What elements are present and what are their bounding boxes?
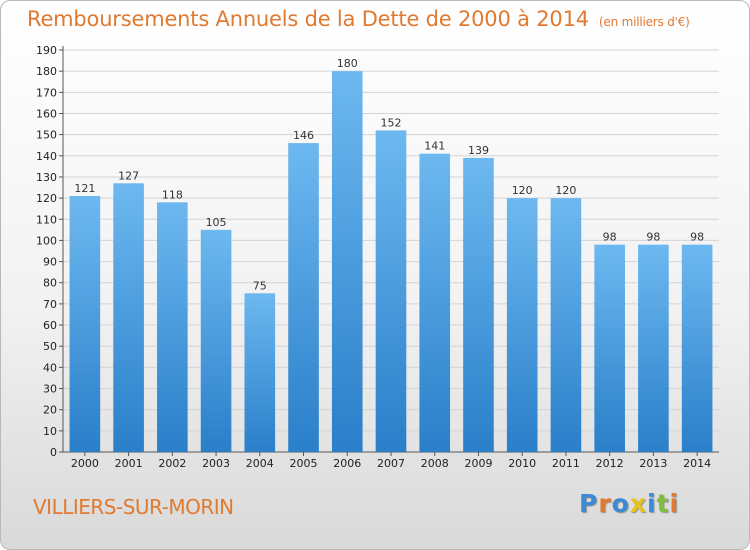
y-tick-label: 170 xyxy=(36,86,57,99)
y-tick-label: 100 xyxy=(36,234,57,247)
bar-value-label: 139 xyxy=(468,144,489,157)
bar xyxy=(638,244,669,452)
bar xyxy=(331,71,363,452)
y-tick-label: 120 xyxy=(36,192,57,205)
bar-value-label: 152 xyxy=(381,116,402,129)
y-tick-label: 140 xyxy=(36,150,57,163)
chart-subtitle: (en milliers d'€) xyxy=(598,15,690,29)
bar-value-label: 98 xyxy=(646,231,660,244)
brand-letter: P xyxy=(579,489,599,518)
y-tick-label: 190 xyxy=(36,44,57,57)
y-tick-label: 60 xyxy=(43,319,57,332)
bar-value-label: 98 xyxy=(690,231,704,244)
x-tick-label: 2010 xyxy=(508,457,536,470)
bar xyxy=(113,183,144,452)
x-tick-label: 2014 xyxy=(683,457,711,470)
bar xyxy=(506,198,538,452)
bar xyxy=(375,130,407,452)
brand-logo: Proxiti xyxy=(579,489,679,518)
x-tick-label: 2008 xyxy=(421,457,449,470)
x-tick-label: 2003 xyxy=(202,457,230,470)
x-tick-label: 2005 xyxy=(290,457,318,470)
brand-letter: r xyxy=(598,489,612,518)
bar xyxy=(157,202,188,452)
brand-letter: o xyxy=(611,489,630,518)
bar-value-label: 180 xyxy=(337,57,358,70)
y-tick-label: 0 xyxy=(50,446,57,459)
bar-value-label: 141 xyxy=(424,140,445,153)
bar-value-label: 120 xyxy=(512,184,533,197)
x-tick-label: 2000 xyxy=(71,457,99,470)
bar xyxy=(69,195,101,452)
brand-letter: t xyxy=(656,489,670,518)
brand-letter: i xyxy=(647,489,657,518)
commune-name: VILLIERS-SUR-MORIN xyxy=(33,495,234,519)
y-tick-label: 10 xyxy=(43,425,57,438)
bar-value-label: 121 xyxy=(74,182,95,195)
bar-value-label: 105 xyxy=(206,216,227,229)
y-tick-label: 90 xyxy=(43,256,57,269)
y-tick-label: 50 xyxy=(43,340,57,353)
x-tick-label: 2007 xyxy=(377,457,405,470)
y-tick-label: 110 xyxy=(36,213,57,226)
y-tick-label: 40 xyxy=(43,361,57,374)
chart-title: Remboursements Annuels de la Dette de 20… xyxy=(27,7,690,31)
y-tick-label: 30 xyxy=(43,383,57,396)
bar xyxy=(681,244,713,452)
x-tick-label: 2012 xyxy=(596,457,624,470)
bar-value-label: 98 xyxy=(603,231,617,244)
y-tick-label: 150 xyxy=(36,129,57,142)
bar-value-label: 118 xyxy=(162,188,183,201)
bar-value-label: 120 xyxy=(555,184,576,197)
y-tick-label: 70 xyxy=(43,298,57,311)
bar xyxy=(419,153,451,452)
x-tick-label: 2013 xyxy=(639,457,667,470)
y-tick-label: 20 xyxy=(43,404,57,417)
bar xyxy=(463,157,494,452)
x-tick-label: 2011 xyxy=(552,457,580,470)
x-tick-label: 2002 xyxy=(158,457,186,470)
y-tick-label: 160 xyxy=(36,107,57,120)
bar-value-label: 146 xyxy=(293,129,314,142)
x-tick-label: 2006 xyxy=(333,457,361,470)
x-tick-label: 2009 xyxy=(464,457,492,470)
bar xyxy=(288,143,319,453)
bar xyxy=(550,198,582,452)
brand-letter: x xyxy=(629,489,647,518)
y-tick-label: 180 xyxy=(36,65,57,78)
chart-title-text: Remboursements Annuels de la Dette de 20… xyxy=(27,7,589,31)
bar xyxy=(200,229,232,452)
bar xyxy=(594,244,625,452)
bar xyxy=(244,293,276,452)
x-tick-label: 2001 xyxy=(115,457,143,470)
x-tick-label: 2004 xyxy=(246,457,274,470)
bar-value-label: 75 xyxy=(253,279,267,292)
y-tick-label: 80 xyxy=(43,277,57,290)
y-tick-label: 130 xyxy=(36,171,57,184)
brand-letter: i xyxy=(669,489,680,518)
bar-value-label: 127 xyxy=(118,169,139,182)
